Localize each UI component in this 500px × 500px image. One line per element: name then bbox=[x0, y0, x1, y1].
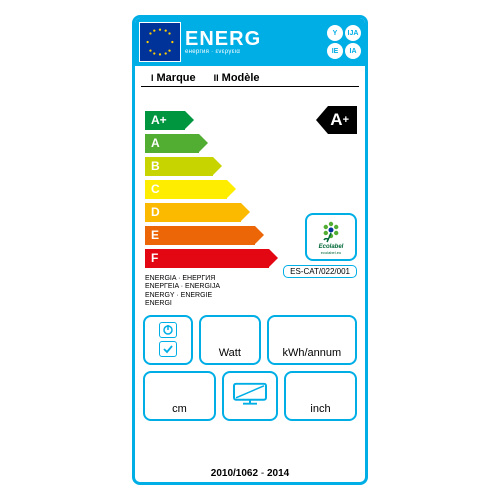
header: ENERG енергия · ενεργεια Y IJA IE IA bbox=[135, 18, 365, 66]
energ-title-block: ENERG енергия · ενεργεια bbox=[185, 29, 323, 55]
lang-code: IJA bbox=[345, 25, 361, 41]
energ-title: ENERG bbox=[185, 29, 261, 49]
efficiency-arrow: D bbox=[145, 201, 241, 223]
screen-icon bbox=[233, 382, 267, 404]
lang-code: IA bbox=[345, 43, 361, 59]
standby-check-icon bbox=[159, 341, 177, 357]
model-index: II bbox=[214, 73, 219, 83]
model-label: Modèle bbox=[222, 72, 260, 84]
eu-flag-icon bbox=[139, 22, 181, 62]
efficiency-arrow: F bbox=[145, 247, 269, 269]
efficiency-arrow: C bbox=[145, 178, 227, 200]
regulation-footer: 2010/1062 - 2014 bbox=[135, 468, 365, 479]
inch-label: inch bbox=[310, 403, 330, 415]
energia-multilang: ENERGIA · ЕНЕРГИЯΕΝΕΡΓΕΙΑ · ENERGIJAENER… bbox=[135, 275, 365, 309]
brand-label: Marque bbox=[157, 72, 196, 84]
kwh-box: kWh/annum bbox=[267, 315, 357, 365]
ecolabel-flower-icon bbox=[319, 220, 343, 244]
rating-suffix: + bbox=[343, 114, 349, 126]
efficiency-arrow: A bbox=[145, 132, 199, 154]
energ-subtitle: енергия · ενεργεια bbox=[185, 49, 240, 55]
cm-label: cm bbox=[172, 403, 187, 415]
brand-index: I bbox=[151, 73, 154, 83]
regulation-year: 2014 bbox=[267, 468, 289, 479]
efficiency-arrow: A+ bbox=[145, 109, 185, 131]
efficiency-arrow: B bbox=[145, 155, 213, 177]
screen-icon-box bbox=[222, 371, 278, 421]
efficiency-arrow: E bbox=[145, 224, 255, 246]
brand-model-row: IMarque IIModèle bbox=[141, 66, 359, 87]
lang-suffix-circles: Y IJA IE IA bbox=[327, 25, 361, 59]
ecolabel-box: Ecolabel ecolabel.eu bbox=[305, 213, 357, 261]
inch-box: inch bbox=[284, 371, 357, 421]
lang-code: Y bbox=[327, 25, 343, 41]
regulation-number: 2010/1062 bbox=[211, 468, 258, 479]
rating-value: A bbox=[330, 110, 342, 130]
ecolabel-url: ecolabel.eu bbox=[321, 250, 341, 255]
cm-box: cm bbox=[143, 371, 216, 421]
power-mode-box bbox=[143, 315, 193, 365]
efficiency-scale: F E D C B A A+ A+ bbox=[135, 87, 365, 271]
spec-grid: Watt kWh/annum cm inch bbox=[135, 309, 365, 421]
watt-label: Watt bbox=[219, 347, 241, 359]
kwh-label: kWh/annum bbox=[282, 347, 341, 359]
rating-badge: A+ bbox=[316, 106, 357, 134]
energy-label: ENERG енергия · ενεργεια Y IJA IE IA IMa… bbox=[132, 15, 368, 485]
power-on-icon bbox=[159, 322, 177, 338]
ecolabel-regnum: ES-CAT/022/001 bbox=[283, 265, 357, 278]
watt-box: Watt bbox=[199, 315, 261, 365]
lang-code: IE bbox=[327, 43, 343, 59]
